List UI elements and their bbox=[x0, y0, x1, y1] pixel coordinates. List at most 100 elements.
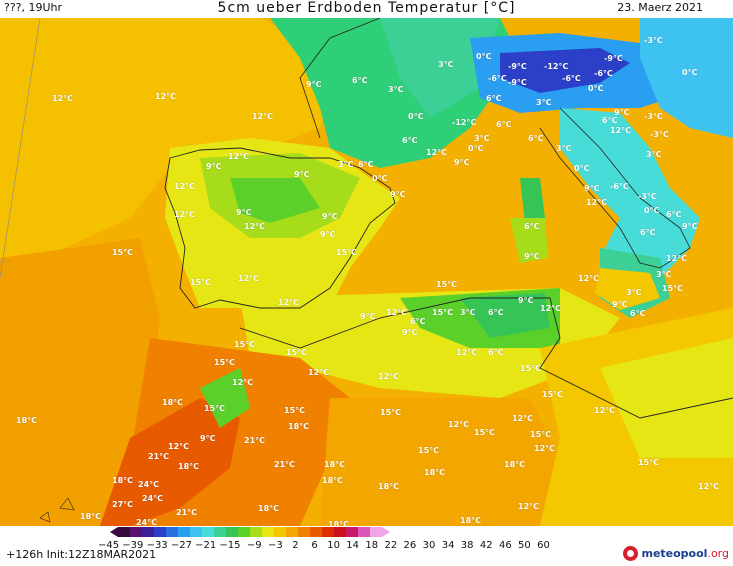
canary-islands bbox=[39, 497, 75, 523]
colorbar-segment bbox=[370, 527, 382, 537]
map-header: ???, 19Uhr 5cm ueber Erdboden Temperatur… bbox=[0, 0, 733, 18]
colorbar-segment bbox=[118, 527, 130, 537]
meteopool-logo[interactable]: meteopool.org bbox=[623, 546, 729, 561]
temperature-label: 12°C bbox=[232, 378, 254, 387]
temperature-label: -3°C bbox=[644, 36, 663, 45]
colorbar-segment bbox=[262, 527, 274, 537]
colorbar-segment bbox=[154, 527, 166, 537]
temperature-label: -12°C bbox=[452, 118, 477, 127]
temperature-label: 9°C bbox=[320, 230, 336, 239]
temperature-label: 12°C bbox=[512, 414, 534, 423]
temperature-label: 9°C bbox=[236, 208, 252, 217]
temperature-label: -12°C bbox=[544, 62, 569, 71]
temperature-label: -9°C bbox=[508, 78, 527, 87]
temperature-colorbar bbox=[110, 527, 390, 537]
forecast-time: ???, 19Uhr bbox=[4, 1, 63, 14]
temperature-label: 3°C bbox=[646, 150, 662, 159]
temperature-label: 12°C bbox=[174, 182, 196, 191]
temperature-label: 9°C bbox=[390, 190, 406, 199]
temperature-label: 9°C bbox=[200, 434, 216, 443]
temperature-label: 15°C bbox=[436, 280, 458, 289]
sahara-interior bbox=[320, 398, 560, 526]
temperature-label: -9°C bbox=[604, 54, 623, 63]
temperature-label: 12°C bbox=[174, 210, 196, 219]
libya-coast bbox=[600, 338, 733, 458]
temperature-label: 18°C bbox=[112, 476, 134, 485]
temperature-label: -3°C bbox=[638, 192, 657, 201]
temperature-label: 0°C bbox=[468, 144, 484, 153]
colorbar-segment bbox=[214, 527, 226, 537]
temperature-label: 0°C bbox=[574, 164, 590, 173]
colorbar-min-tip bbox=[110, 527, 118, 537]
temperature-label: 15°C bbox=[336, 248, 358, 257]
temperature-label: 12°C bbox=[278, 298, 300, 307]
iberia-mountains bbox=[230, 178, 320, 223]
corsica bbox=[520, 178, 545, 223]
temperature-label: 12°C bbox=[534, 444, 556, 453]
temperature-label: 12°C bbox=[386, 308, 408, 317]
high-atlas bbox=[200, 368, 250, 428]
temperature-label: 3°C bbox=[438, 60, 454, 69]
temperature-label: 3°C bbox=[656, 270, 672, 279]
temperature-label: 3°C bbox=[460, 308, 476, 317]
temperature-label: 21°C bbox=[244, 436, 266, 445]
temperature-label: 15°C bbox=[234, 340, 256, 349]
temperature-label: 18°C bbox=[258, 504, 280, 513]
temperature-label: 9°C bbox=[584, 184, 600, 193]
temperature-label: 21°C bbox=[176, 508, 198, 517]
temperature-label: 15°C bbox=[204, 404, 226, 413]
temperature-label: 12°C bbox=[586, 198, 608, 207]
balkans-region bbox=[640, 18, 733, 138]
temperature-label: 18°C bbox=[178, 462, 200, 471]
temperature-label: 12°C bbox=[238, 274, 260, 283]
temperature-label: 9°C bbox=[682, 222, 698, 231]
temperature-label: 12°C bbox=[308, 368, 330, 377]
temperature-map: 12°C 12°C 12°C 9°C 6°C 3°C 3°C 0°C -9°C -12°C -9°C… bbox=[0, 18, 733, 526]
colorbar-segment bbox=[142, 527, 154, 537]
temperature-label: 15°C bbox=[520, 364, 542, 373]
temperature-label: 15°C bbox=[190, 278, 212, 287]
italy-coastline bbox=[539, 107, 691, 269]
temperature-label: 12°C bbox=[578, 274, 600, 283]
map-footer: −45 −39 −33 −27 −21 −15 −9 −3 2 6 10 14 … bbox=[0, 526, 733, 566]
temperature-label: 15°C bbox=[530, 430, 552, 439]
temperature-label: 12°C bbox=[378, 372, 400, 381]
temperature-label: -9°C bbox=[508, 62, 527, 71]
temperature-label: 6°C bbox=[496, 120, 512, 129]
temperature-label: 0°C bbox=[644, 206, 660, 215]
temperature-label: 6°C bbox=[640, 228, 656, 237]
temperature-label: 12°C bbox=[155, 92, 177, 101]
colorbar-segment bbox=[286, 527, 298, 537]
colorbar-segment bbox=[166, 527, 178, 537]
temperature-label: -6°C bbox=[488, 74, 507, 83]
temperature-label: 18°C bbox=[460, 516, 482, 525]
temperature-label: 9°C bbox=[322, 212, 338, 221]
temperature-label: 21°C bbox=[274, 460, 296, 469]
temperature-label: 9°C bbox=[402, 328, 418, 337]
temperature-label: 15°C bbox=[286, 348, 308, 357]
temperature-label: 12°C bbox=[666, 254, 688, 263]
temperature-label: 15°C bbox=[418, 446, 440, 455]
temperature-label: 15°C bbox=[662, 284, 684, 293]
colorbar-segment bbox=[310, 527, 322, 537]
colorbar-segment bbox=[190, 527, 202, 537]
temperature-label: 12°C bbox=[52, 94, 74, 103]
temperature-label: 18°C bbox=[378, 482, 400, 491]
temperature-label: 9°C bbox=[614, 108, 630, 117]
temperature-label: 12°C bbox=[426, 148, 448, 157]
temperature-label: 12°C bbox=[610, 126, 632, 135]
temperature-label: 3°C bbox=[388, 85, 404, 94]
temperature-label: 15°C bbox=[638, 458, 660, 467]
tunisia-mountains bbox=[460, 293, 550, 338]
temperature-label: 15°C bbox=[112, 248, 134, 257]
temperature-label: 12°C bbox=[698, 482, 720, 491]
temperature-label: 6°C bbox=[358, 160, 374, 169]
alps-core bbox=[500, 48, 630, 93]
temperature-label: -6°C bbox=[562, 74, 581, 83]
italy-peninsula bbox=[560, 108, 700, 288]
temperature-label: 0°C bbox=[372, 174, 388, 183]
temperature-label: 0°C bbox=[588, 84, 604, 93]
temperature-label: 3°C bbox=[556, 144, 572, 153]
france-coastline bbox=[299, 18, 381, 139]
temperature-label: 18°C bbox=[424, 468, 446, 477]
